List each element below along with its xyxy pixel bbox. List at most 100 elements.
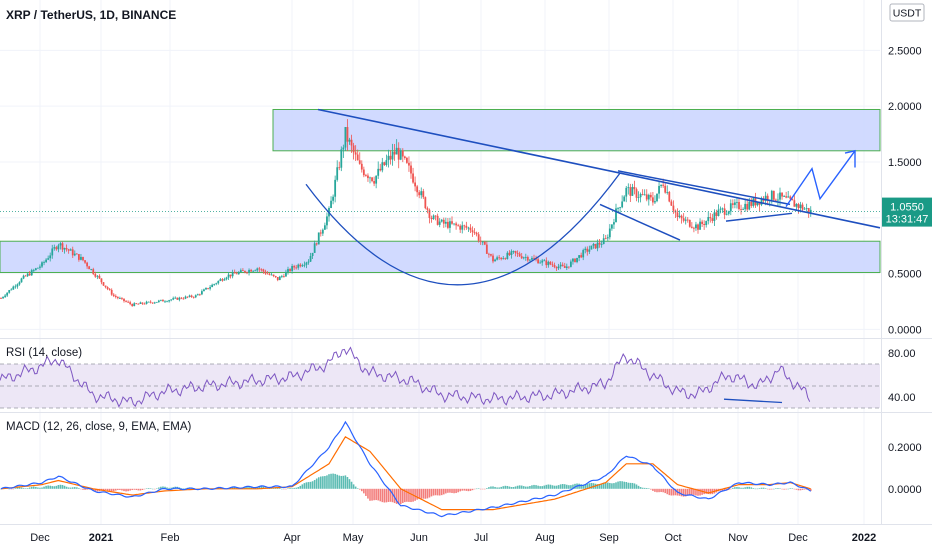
macd-histogram-bar [463,488,466,491]
macd-histogram-bar [639,487,642,489]
macd-histogram-bar [504,485,507,489]
macd-histogram-bar [330,473,332,489]
candle-body [756,201,759,206]
candle-body [406,157,408,163]
candle-body [492,255,494,262]
candle-body [684,219,687,221]
price-axis[interactable]: 2.50002.00001.50001.00000.50000.000080.0… [888,45,922,495]
candle-body [201,291,203,295]
candle-body [713,212,716,221]
macd-histogram-bar [361,488,363,492]
macd-histogram-bar [492,486,494,489]
candle-body [311,252,314,257]
candle-body [67,249,70,251]
candle-body [473,232,476,233]
macd-histogram-bar [153,488,156,490]
candle-body [567,266,570,268]
candle-body [764,195,767,201]
macd-histogram-bar [674,488,677,496]
macd-histogram-bar [670,488,673,496]
macd-histogram-bar [18,487,21,489]
macd-histogram-bar [777,488,779,489]
macd-histogram-bar [262,486,265,489]
price-tag-price: 1.0550 [890,202,924,214]
candle-body [166,301,168,303]
candle-body [18,282,21,285]
candle-body [215,283,218,285]
macd-histogram-bar [455,488,457,494]
candle-body [287,269,289,272]
candle-body [125,301,127,302]
candle-body [160,299,162,301]
macd-histogram-bar [57,485,60,489]
macd-histogram-bar [760,487,763,489]
macd-histogram-bar [600,483,603,489]
macd-histogram-bar [252,487,254,489]
macd-histogram-bar [43,486,45,489]
candle-body [114,295,117,298]
macd-histogram-bar [338,475,341,489]
macd-histogram-bar [381,488,384,503]
candle-body [654,201,656,203]
macd-histogram-bar [389,488,392,502]
macd-histogram-bar [551,485,554,489]
macd-histogram-bar [451,488,453,493]
macd-histogram-bar [707,488,710,495]
candle-body [660,184,662,186]
macd-histogram-bar [650,488,652,490]
candle-body [510,251,513,255]
macd-pane [0,420,812,518]
candle-body [176,297,179,300]
candle-body [55,247,58,250]
candle-body [721,208,724,210]
candle-body [98,275,101,279]
candle-body [615,208,617,223]
candle-body [588,249,591,252]
macd-histogram-bar [108,488,111,492]
macd-histogram-bar [373,488,375,501]
candle-body [578,255,580,258]
candle-body [584,248,587,251]
candle-body [613,222,615,225]
candle-body [63,248,66,250]
candle-body [94,273,97,277]
macd-histogram-bar [668,488,671,496]
macd-histogram-bar [78,488,80,489]
macd-histogram-bar [773,488,775,490]
macd-histogram-bar [84,488,86,490]
macd-histogram-bar [391,488,394,503]
macd-histogram-bar [795,488,798,490]
macd-histogram-bar [8,488,10,490]
candle-body [559,264,562,267]
macd-histogram-bar [432,488,435,496]
currency-badge[interactable] [889,3,925,22]
macd-histogram-bar [358,488,361,490]
macd-histogram-bar [539,486,541,489]
time-axis[interactable]: Dec 2021 Feb Apr May Jun Jul Aug Sep Oct Nov Dec 202… [30,532,876,544]
candle-body [795,204,798,207]
candle-body [465,225,468,228]
macd-histogram-bar [732,487,734,489]
candle-body [342,147,345,150]
macd-histogram-bar [762,487,765,489]
macd-histogram-bar [350,481,353,489]
rsi-pane [0,346,880,409]
candle-body [367,175,369,179]
candle-body [10,289,13,291]
macd-histogram-bar [672,488,675,496]
candle-body [422,191,425,198]
candle-body [705,221,708,226]
candle-body [469,227,472,231]
macd-histogram-bar [315,478,318,489]
macd-histogram-bar [662,488,664,493]
macd-histogram-bar [598,484,601,489]
macd-histogram-bar [584,484,587,489]
candle-body [270,274,273,276]
macd-histogram-bar [633,483,636,489]
time-tick-label: May [343,532,364,544]
candle-body [182,298,185,300]
candle-body [365,175,367,176]
macd-histogram-bar [82,488,84,490]
macd-histogram-bar [506,485,509,489]
candle-body [617,208,619,209]
